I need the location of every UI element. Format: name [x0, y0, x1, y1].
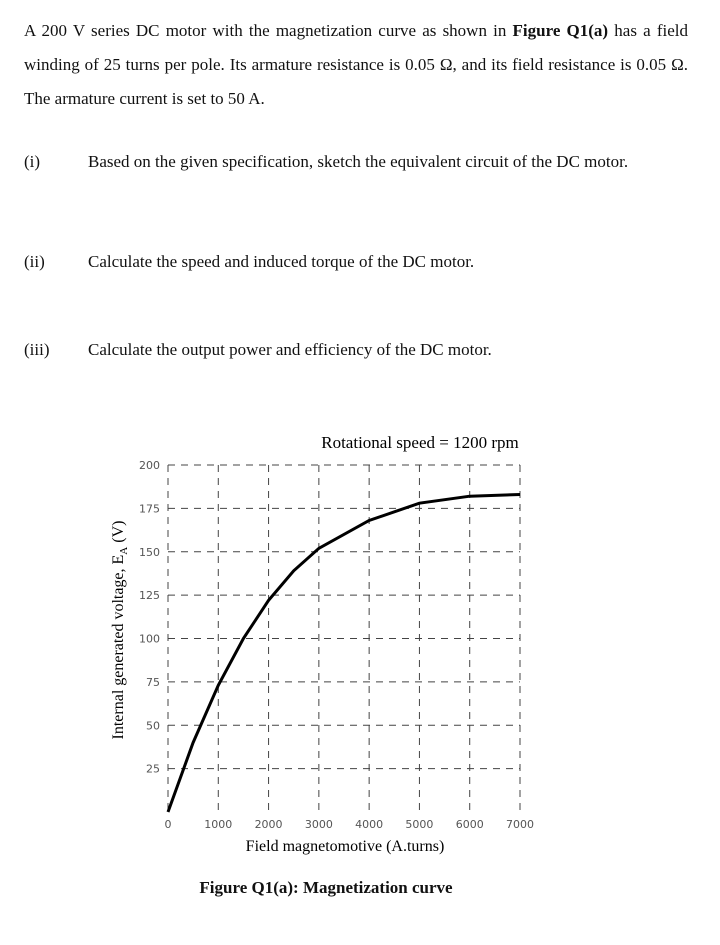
y-tick-label: 25: [146, 763, 160, 776]
y-axis-label: Internal generated voltage, EA (V): [110, 521, 130, 740]
question-label: (iii): [24, 340, 50, 359]
x-axis-label: Field magnetomotive (A.turns): [246, 838, 445, 855]
x-tick-label: 0: [165, 818, 172, 831]
x-tick-label: 3000: [305, 818, 333, 831]
figure-ref: Figure Q1(a): [512, 21, 609, 40]
question-label: (ii): [24, 252, 45, 271]
question: (i) Based on the given specification, ske…: [24, 152, 628, 172]
question-text: Calculate the speed and induced torque o…: [88, 252, 475, 271]
y-tick-label: 150: [139, 546, 160, 559]
text: A 200 V series DC motor with the magneti…: [24, 21, 513, 40]
y-tick-label: 100: [139, 633, 160, 646]
y-tick-label: 175: [139, 502, 160, 515]
x-tick-label: 7000: [506, 818, 534, 831]
problem-statement: A 200 V series DC motor with the magneti…: [24, 14, 688, 116]
y-tick-label: 125: [139, 589, 160, 602]
x-tick-label: 6000: [456, 818, 484, 831]
y-tick-label: 50: [146, 719, 160, 732]
y-label-text: Internal generated voltage, E: [110, 555, 127, 740]
text: has a field winding of 25 turns per pole…: [24, 21, 688, 108]
y-label-unit: (V): [110, 521, 127, 547]
y-tick-label: 200: [139, 459, 160, 472]
question: (iii) Calculate the output power and effi…: [24, 340, 492, 360]
y-label-subscript: A: [118, 547, 130, 555]
question: (ii) Calculate the speed and induced torq…: [24, 252, 474, 272]
question-text: Based on the given specification, sketch…: [88, 152, 629, 171]
x-tick-label: 5000: [405, 818, 433, 831]
magnetization-curve: [166, 493, 521, 813]
y-tick-label: 75: [146, 676, 160, 689]
figure-caption: Figure Q1(a): Magnetization curve: [199, 878, 453, 897]
x-tick-label: 2000: [255, 818, 283, 831]
x-tick-label: 4000: [355, 818, 383, 831]
question-label: (i): [24, 152, 41, 171]
x-tick-label: 1000: [204, 818, 232, 831]
question-text: Calculate the output power and efficienc…: [88, 340, 492, 359]
chart-title: Rotational speed = 1200 rpm: [321, 433, 519, 452]
